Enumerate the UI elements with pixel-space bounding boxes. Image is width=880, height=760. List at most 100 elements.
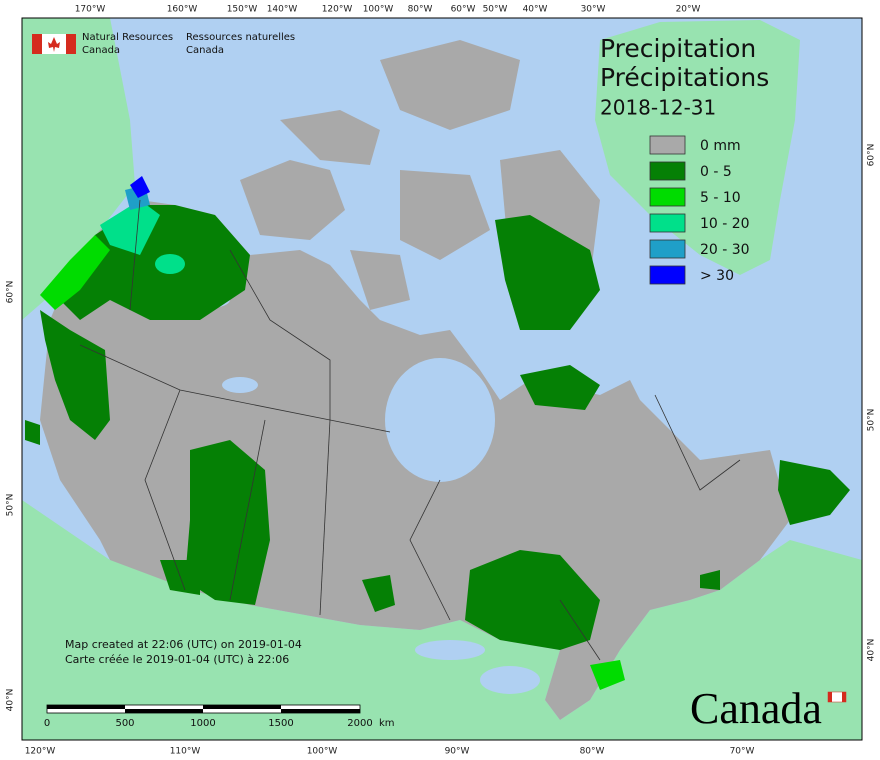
longitude-label: 170°W [75,5,106,15]
flag-bar [828,692,832,702]
longitude-label: 140°W [267,5,298,15]
scale-segment [281,709,360,713]
scale-bar: 0 500 1000 1500 2000 km [44,704,395,729]
longitude-label: 70°W [730,747,755,757]
border [129,199,141,311]
map-title: Précipitations [600,63,769,92]
precipitation-regions [25,176,850,690]
precip-region [700,570,720,590]
legend-swatch [649,265,686,285]
longitude-label: 90°W [445,747,470,757]
maple-leaf [48,37,60,52]
border [559,599,601,661]
precip-region [40,310,110,440]
greenland [595,20,800,275]
flag-bar [32,34,42,54]
latitude-label: 50°N [6,494,16,517]
precip-region [778,460,850,525]
longitude-label: 100°W [363,5,394,15]
scale-label: 1500 [268,718,293,729]
legend-label: 0 - 5 [700,164,732,180]
scale-label: 1000 [190,718,215,729]
borders [79,199,741,661]
agency-text: Canada [186,45,224,56]
lake [480,666,540,694]
footer-text: Map created at 22:06 (UTC) on 2019-01-04 [65,638,302,651]
map-date: 2018-12-31 [600,96,716,120]
precip-region [362,575,395,612]
precip-region [185,440,270,605]
lake [222,377,258,393]
longitude-label: 100°W [307,747,338,757]
longitude-label: 150°W [227,5,258,15]
legend-swatch [649,135,686,155]
scale-segment [203,705,281,709]
longitude-label: 110°W [170,747,201,757]
latitude-label: 60°N [867,144,877,167]
legend: 0 mm 0 - 5 5 - 10 10 - 20 20 - 30 > 30 [649,135,750,285]
longitude-label: 160°W [167,5,198,15]
precip-region [465,550,600,650]
latitude-label: 50°N [867,409,877,432]
longitude-label: 20°W [676,5,701,15]
precip-region [520,365,600,410]
scale-label: 2000 [347,718,372,729]
border [144,389,186,591]
island [380,40,520,130]
hudson-bay [385,358,495,482]
legend-swatch [649,187,686,207]
latitude-label: 60°N [6,281,16,304]
legend-swatch [649,239,686,259]
precip-region [25,420,40,445]
border [409,479,451,621]
legend-label: 20 - 30 [700,242,750,258]
longitude-label: 60°W [451,5,476,15]
precip-region [155,254,185,274]
canada-wordmark: Canada [690,684,822,733]
island [400,170,490,260]
precip-region [160,560,200,595]
precip-region [130,176,150,198]
longitude-label: 30°W [581,5,606,15]
longitude-label: 50°W [483,5,508,15]
legend-label: > 30 [700,268,734,284]
longitude-label: 40°W [523,5,548,15]
island [280,110,380,165]
precip-region [495,215,600,330]
usa [22,500,862,740]
border [319,419,331,616]
scale-segment [47,705,125,709]
scale-label: 0 [44,718,50,729]
latitude-label: 40°N [867,639,877,662]
agency-text: Natural Resources [82,32,173,43]
agency-text: Ressources naturelles [186,32,295,43]
flag-bar [66,34,76,54]
map-title: Precipitation [600,34,756,63]
precip-region [40,235,110,310]
agency-text: Canada [82,45,120,56]
scale-unit: km [379,718,395,729]
scale-label: 500 [115,718,134,729]
legend-label: 0 mm [700,138,741,154]
legend-swatch [649,161,686,181]
longitude-label: 80°W [580,747,605,757]
border [229,419,266,601]
scale-segment [125,709,203,713]
longitude-label: 120°W [25,747,56,757]
map-area [22,18,862,740]
precip-region [590,660,625,690]
island [350,250,410,310]
map-border [21,17,863,741]
graticule-labels: 170°W 160°W 150°W 140°W 120°W 100°W 80°W 60°W 50… [6,5,877,757]
legend-label: 10 - 20 [700,216,750,232]
lake [415,640,485,660]
flag-bar [842,692,846,702]
border [229,249,331,420]
longitude-label: 80°W [408,5,433,15]
longitude-label: 120°W [322,5,353,15]
latitude-label: 40°N [6,689,16,712]
border [79,344,391,433]
precip-region [100,200,160,255]
island [240,160,345,240]
